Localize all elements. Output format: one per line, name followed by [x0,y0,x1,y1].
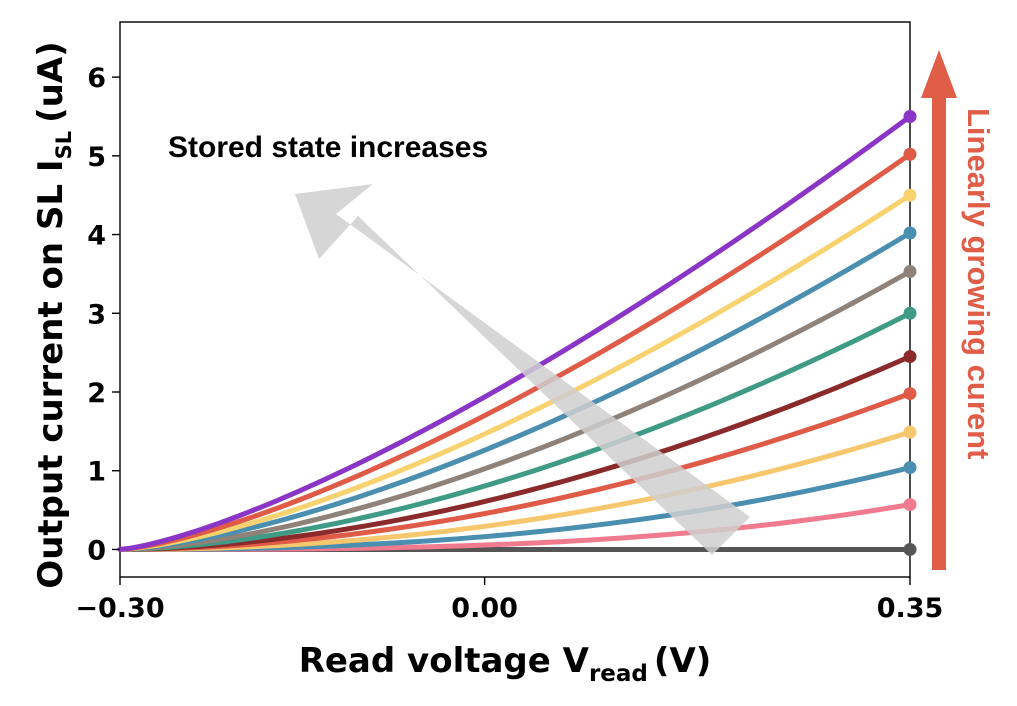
stored-state-arrow-icon [295,184,750,555]
x-tick-label: 0.35 [877,593,944,624]
y-axis-title: Output current on SL ISL (uA) [31,41,76,588]
y-tick-label: 5 [87,142,106,173]
y-tick-label: 3 [87,299,106,330]
y-tick-label: 4 [87,221,106,252]
side-arrow-icon [921,50,957,98]
series-end-point-state-1 [903,498,917,512]
x-axis-title: Read voltage Vread (V) [299,641,712,687]
y-tick-label: 1 [87,457,106,488]
y-axis-title-main: Output current on SL I [31,159,71,588]
series-end-point-state-5 [903,350,917,364]
y-tick-label: 6 [87,63,106,94]
series-end-point-state-6 [903,306,917,320]
series-line-state-10 [117,151,913,552]
series-line-state-9 [117,192,913,552]
series-line-state-6 [117,310,913,552]
y-axis-title-sub: SL [52,131,76,160]
series-end-point-state-11 [903,109,917,123]
y-tick-label: 2 [87,378,106,409]
tick-layer: 0 1 2 3 4 5 6 −0.30 0.00 0.35 [75,63,943,624]
series-end-point-state-4 [903,387,917,401]
x-axis-title-main: Read voltage V [299,641,590,681]
plot-frame [119,21,911,578]
x-tick-label: −0.30 [75,593,164,624]
series-end-point-state-2 [903,461,917,475]
series-line-state-11 [117,113,913,552]
side-arrow-annotation: Linearly growing curent [961,108,996,459]
series-end-point-state-10 [903,147,917,161]
x-tick-label: 0.00 [451,593,518,624]
series-line-state-7 [117,269,913,552]
side-arrow-shaft [932,95,946,570]
series-line-state-5 [117,354,913,552]
series-end-point-state-7 [903,265,917,279]
stored-state-annotation: Stored state increases [168,131,488,164]
series-end-point-state-8 [903,226,917,240]
series-line-state-8 [117,230,913,552]
x-axis-title-unit: (V) [654,641,711,681]
series-end-point-state-3 [903,425,917,439]
series-end-point-state-0 [903,542,917,556]
series-layer [117,109,917,556]
x-axis-title-sub: read [589,661,648,687]
y-axis-title-unit: (uA) [31,41,71,123]
y-tick-label: 0 [87,535,106,566]
series-end-point-state-9 [903,188,917,202]
